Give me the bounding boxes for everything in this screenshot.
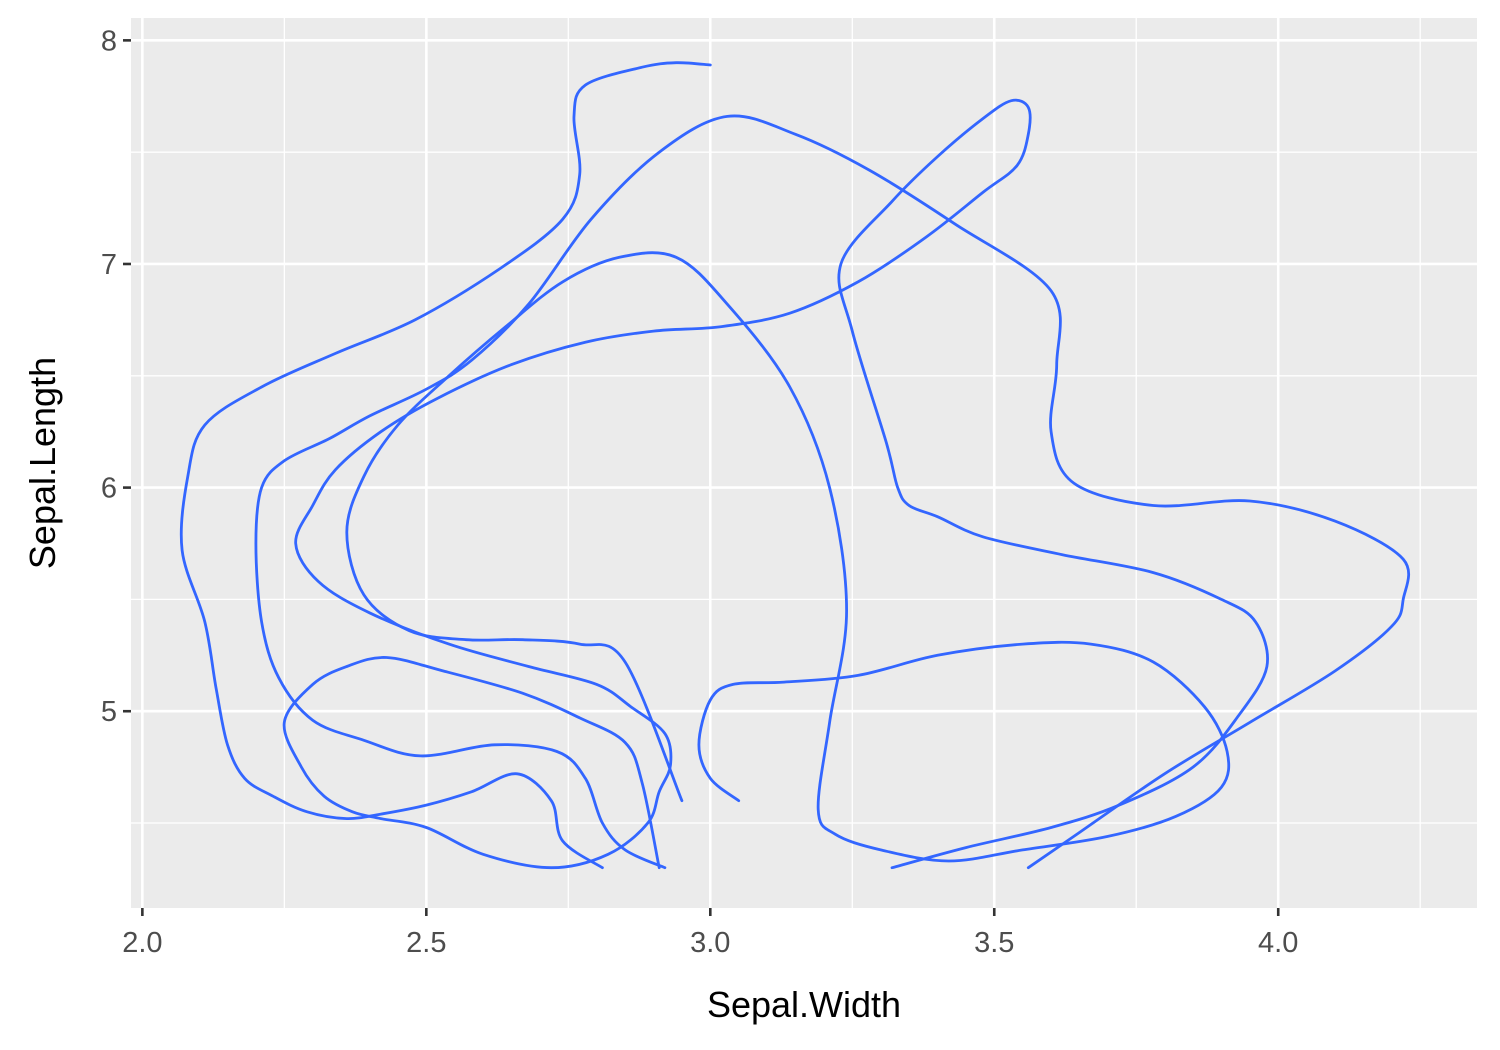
contour-line-4	[345, 251, 1231, 863]
density-contours	[179, 61, 1411, 870]
y-tick-label: 7	[101, 249, 117, 281]
x-tick-label: 2.5	[406, 927, 446, 959]
major-gridlines	[131, 18, 1477, 908]
y-axis-title: Sepal.Length	[22, 357, 63, 569]
x-tick-label: 4.0	[1258, 927, 1298, 959]
contour-line-3	[282, 98, 1269, 870]
y-axis: 5 6 7 8	[101, 25, 131, 728]
x-tick-label: 3.0	[690, 927, 730, 959]
x-tick-label: 3.5	[974, 927, 1014, 959]
contour-line-2	[254, 114, 1411, 870]
x-tick-label: 2.0	[122, 927, 162, 959]
x-axis: 2.0 2.5 3.0 3.5 4.0	[122, 908, 1298, 959]
y-tick-label: 6	[101, 473, 117, 505]
minor-gridlines	[131, 18, 1477, 908]
contour-line-1	[179, 61, 712, 870]
x-axis-title: Sepal.Width	[707, 984, 901, 1025]
y-tick-label: 8	[101, 25, 117, 57]
y-tick-label: 5	[101, 696, 117, 728]
panel-background	[131, 18, 1477, 908]
